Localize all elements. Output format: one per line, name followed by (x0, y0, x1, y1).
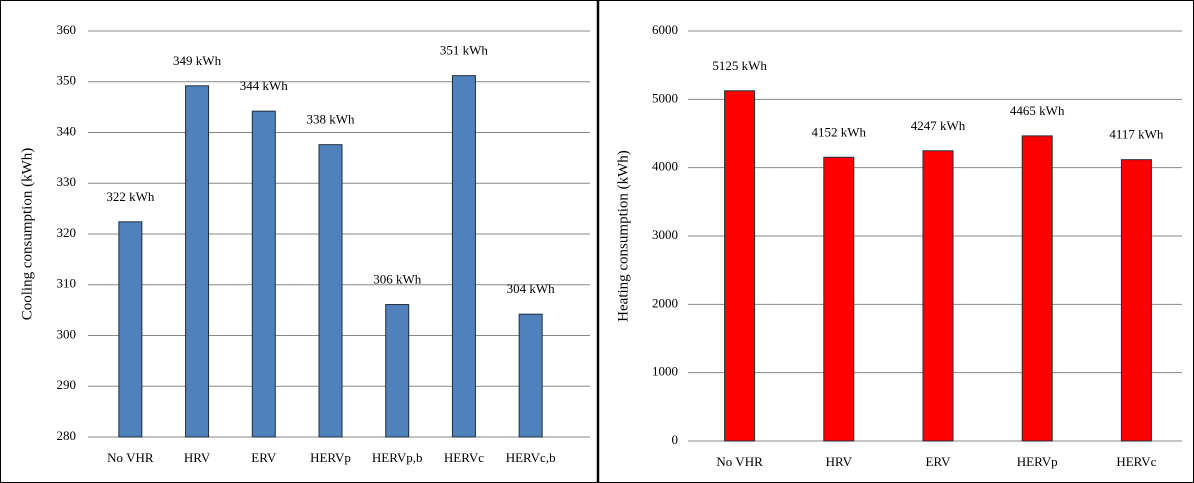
y-tick-label: 310 (57, 276, 77, 291)
bar (451, 75, 476, 438)
y-tick-label: 350 (57, 73, 77, 88)
x-tick-label: HERVp (310, 450, 351, 465)
data-label: 338 kWh (306, 112, 355, 127)
y-tick-label: 6000 (652, 22, 678, 37)
x-tick-label: HERVp (1017, 454, 1058, 469)
x-tick-label: HERVp,b (372, 450, 423, 465)
x-tick-label: HERVc,b (506, 450, 556, 465)
x-tick-label: No VHR (107, 450, 154, 465)
y-tick-label: 280 (57, 428, 77, 443)
bar (724, 90, 756, 442)
x-tick-label: HRV (184, 450, 211, 465)
bar (823, 156, 855, 442)
bar (318, 144, 343, 438)
bar (1120, 159, 1152, 442)
x-tick-label: ERV (251, 450, 277, 465)
y-tick-label: 0 (672, 432, 679, 447)
bar (185, 85, 210, 438)
y-tick-label: 320 (57, 225, 77, 240)
bar (118, 221, 143, 438)
bar (1021, 135, 1053, 442)
y-axis-title: Cooling consumption (kWh) (19, 148, 35, 321)
data-label: 4247 kWh (911, 118, 966, 133)
y-tick-label: 330 (57, 174, 77, 189)
data-label: 344 kWh (240, 78, 289, 93)
bar (518, 313, 543, 438)
y-tick-label: 2000 (652, 295, 678, 310)
data-label: 351 kWh (440, 43, 489, 58)
data-label: 4152 kWh (812, 124, 867, 139)
y-tick-label: 3000 (652, 227, 678, 242)
data-label: 306 kWh (373, 272, 422, 287)
y-axis-title: Heating consumption (kWh) (615, 150, 631, 322)
x-tick-label: No VHR (716, 454, 763, 469)
y-tick-label: 1000 (652, 364, 678, 379)
data-label: 304 kWh (507, 281, 556, 296)
x-tick-label: HERVc (444, 450, 484, 465)
data-label: 349 kWh (173, 53, 222, 68)
y-tick-label: 4000 (652, 159, 678, 174)
bar (922, 150, 954, 442)
data-label: 4117 kWh (1109, 127, 1164, 142)
y-tick-label: 5000 (652, 90, 678, 105)
x-tick-label: ERV (926, 454, 952, 469)
x-tick-label: HRV (826, 454, 853, 469)
bar (251, 110, 276, 438)
y-tick-label: 290 (57, 377, 77, 392)
x-tick-label: HERVc (1116, 454, 1156, 469)
data-label: 4465 kWh (1010, 103, 1065, 118)
bar (385, 304, 410, 438)
y-tick-label: 300 (57, 326, 77, 341)
y-tick-label: 340 (57, 123, 77, 138)
data-label: 5125 kWh (712, 58, 767, 73)
y-tick-label: 360 (57, 22, 77, 37)
data-label: 322 kWh (106, 189, 155, 204)
